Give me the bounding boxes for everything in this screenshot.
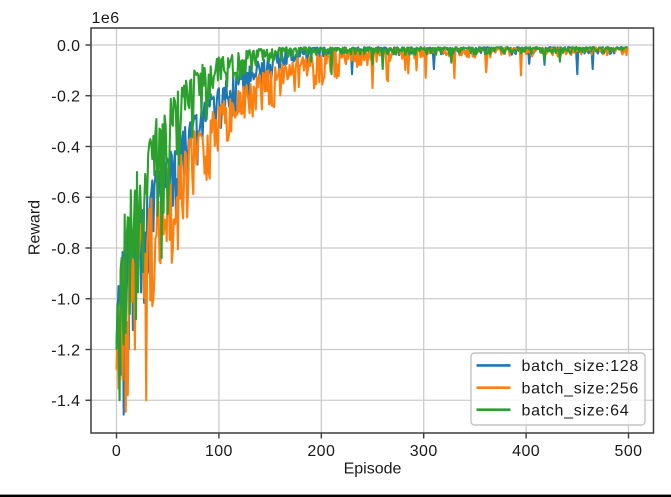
svg-text:-1.0: -1.0 [51,292,80,309]
svg-text:300: 300 [410,443,438,460]
svg-text:-0.2: -0.2 [51,89,80,106]
svg-text:200: 200 [307,443,335,460]
svg-text:100: 100 [205,443,233,460]
svg-text:-1.4: -1.4 [51,393,80,410]
svg-text:batch_size:64: batch_size:64 [522,403,630,420]
svg-text:Reward: Reward [26,200,43,255]
svg-text:batch_size:128: batch_size:128 [522,358,639,375]
svg-text:0.0: 0.0 [57,38,80,55]
svg-text:400: 400 [512,443,540,460]
svg-text:500: 500 [615,443,643,460]
svg-text:0: 0 [112,443,121,460]
svg-text:batch_size:256: batch_size:256 [522,381,639,398]
svg-text:-0.6: -0.6 [51,190,80,207]
svg-text:1e6: 1e6 [92,10,120,27]
svg-text:Episode: Episode [344,460,402,477]
svg-text:-0.4: -0.4 [51,139,80,156]
svg-text:-0.8: -0.8 [51,241,80,258]
svg-text:-1.2: -1.2 [51,342,80,359]
